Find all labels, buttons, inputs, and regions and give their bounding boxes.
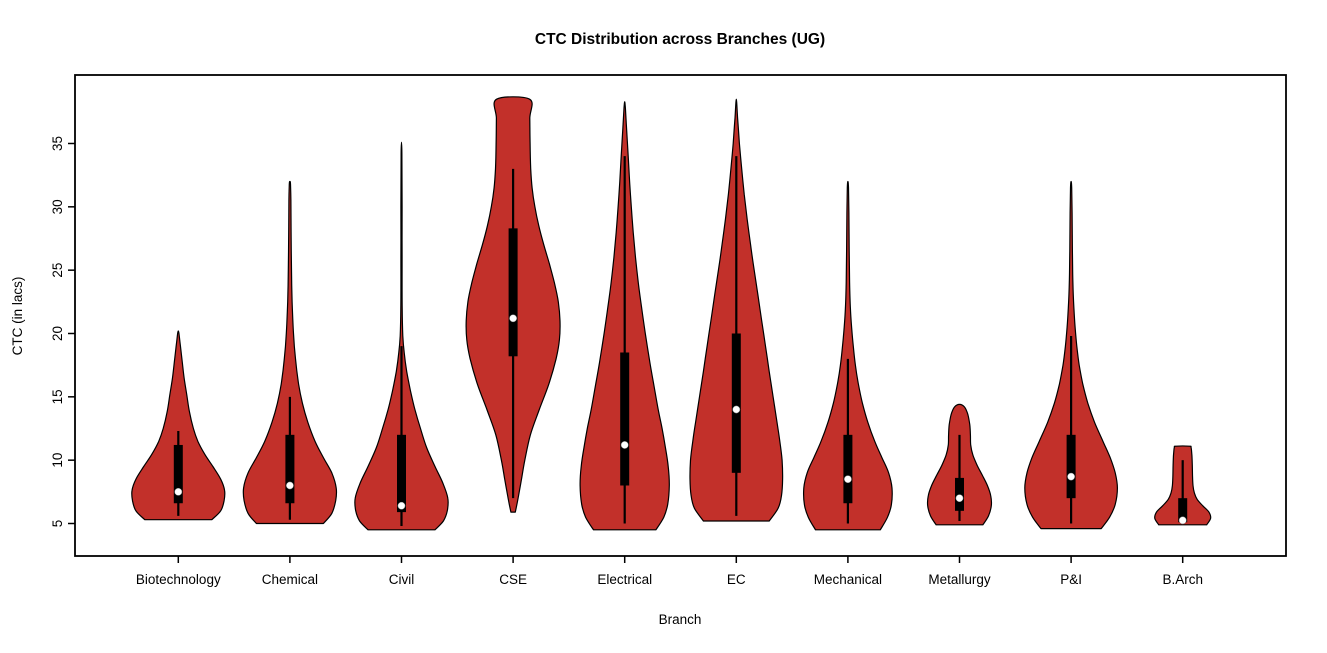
- violins-layer: [131, 96, 1212, 531]
- x-tick-label: Mechanical: [814, 572, 882, 587]
- iqr-box: [1066, 434, 1076, 499]
- axes-layer: 5 10 15 20 25 30 35 Biotechnology Chemical Civil C…: [50, 136, 1203, 587]
- y-tick-label: 5: [50, 520, 65, 528]
- median-dot: [397, 501, 406, 510]
- median-dot: [1178, 516, 1187, 525]
- x-tick-label: Biotechnology: [136, 572, 221, 587]
- x-axis-label: Branch: [659, 612, 702, 627]
- x-tick-label: EC: [727, 572, 746, 587]
- median-dot: [509, 314, 517, 323]
- violin-shape: [803, 180, 893, 531]
- median-dot: [844, 475, 852, 484]
- violin-shape: [131, 330, 226, 521]
- y-axis-label: CTC (in lacs): [10, 277, 25, 356]
- median-dot: [1067, 472, 1075, 481]
- iqr-box: [843, 434, 853, 504]
- plot-border: [74, 74, 1287, 557]
- x-tick-label: B.Arch: [1162, 572, 1203, 587]
- median-dot: [955, 494, 964, 503]
- x-tick-label: Civil: [389, 572, 415, 587]
- median-dot: [732, 405, 741, 414]
- iqr-box: [1178, 498, 1188, 523]
- y-tick-label: 15: [50, 389, 65, 404]
- y-tick-label: 30: [50, 199, 65, 214]
- x-tick-label: P&I: [1060, 572, 1082, 587]
- iqr-box: [731, 333, 741, 473]
- iqr-box: [397, 434, 406, 513]
- iqr-box: [620, 352, 630, 486]
- violin-shape: [354, 141, 449, 531]
- x-tick-label: Electrical: [597, 572, 652, 587]
- x-tick-label: Chemical: [262, 572, 318, 587]
- x-tick-label: Metallurgy: [928, 572, 991, 587]
- violin-shape: [242, 180, 338, 525]
- y-tick-label: 25: [50, 263, 65, 278]
- x-tick-label: CSE: [499, 572, 527, 587]
- y-tick-label: 10: [50, 453, 65, 468]
- iqr-box: [285, 434, 295, 504]
- median-dot: [174, 487, 183, 496]
- y-tick-label: 20: [50, 326, 65, 341]
- iqr-box: [173, 444, 183, 504]
- median-dot: [286, 481, 294, 490]
- y-tick-label: 35: [50, 136, 65, 151]
- median-dot: [620, 441, 629, 449]
- chart-title: CTC Distribution across Branches (UG): [535, 31, 825, 48]
- iqr-box: [508, 228, 518, 357]
